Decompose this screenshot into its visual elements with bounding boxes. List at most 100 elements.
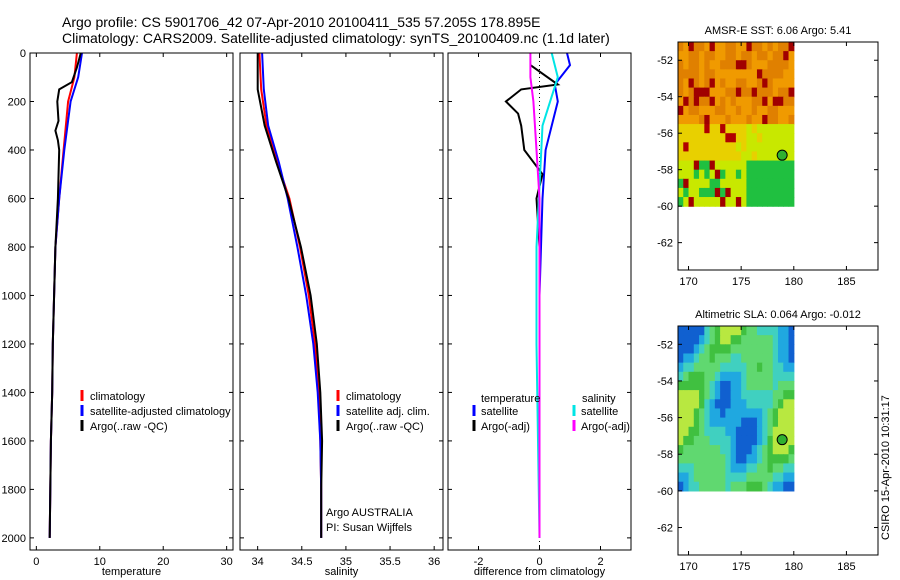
map-cell — [693, 160, 700, 171]
map-cell — [772, 362, 779, 373]
map-cell — [767, 335, 774, 345]
map-cell — [688, 60, 695, 70]
map-cell — [725, 105, 732, 116]
map-cell — [783, 481, 790, 492]
map-cell — [678, 133, 684, 143]
map-cell — [720, 51, 726, 61]
map-cell — [783, 362, 790, 373]
map-cell — [762, 51, 769, 61]
map-cell — [688, 353, 695, 364]
map-cell — [730, 362, 737, 373]
map-cell — [683, 151, 690, 162]
map-cell — [767, 96, 774, 107]
map-cell — [772, 445, 779, 455]
map-cell — [735, 133, 742, 143]
map-cell — [678, 142, 684, 153]
map-cell — [678, 69, 684, 80]
map-cell — [741, 335, 748, 345]
map-cell — [751, 151, 758, 162]
map-cell — [693, 87, 700, 98]
map-cell — [720, 105, 726, 116]
map-cell — [762, 390, 769, 400]
map-cell — [688, 87, 695, 98]
map-cell — [756, 142, 763, 153]
map-frame — [677, 41, 879, 271]
map-cell — [714, 472, 721, 483]
map-cell — [699, 353, 705, 364]
map-cell — [678, 42, 684, 52]
map-cell — [735, 197, 742, 207]
map-cell — [788, 353, 795, 364]
map-cell — [788, 390, 795, 400]
map-cell — [714, 142, 721, 153]
map-cell — [778, 472, 784, 483]
map-cell — [751, 399, 758, 410]
map-cell — [756, 454, 763, 464]
map-cell — [720, 60, 726, 70]
map-cell — [751, 51, 758, 61]
map-cell — [772, 481, 779, 492]
map-cell — [767, 435, 774, 446]
map-cell — [767, 42, 774, 52]
x-tick-label: -2 — [474, 556, 484, 568]
x-tick-label: 170 — [679, 276, 697, 288]
map-cell — [741, 160, 748, 171]
map-cell — [746, 160, 753, 171]
map-cell — [730, 133, 737, 143]
map-cell — [678, 87, 684, 98]
map-cell — [725, 178, 732, 189]
map-cell — [714, 435, 721, 446]
map-cell — [688, 124, 695, 134]
map-cell — [735, 114, 742, 125]
map-cell — [762, 197, 769, 207]
map-cell — [762, 133, 769, 143]
map-cell — [688, 51, 695, 61]
x-tick-label: 180 — [785, 276, 803, 288]
map-cell — [683, 326, 690, 336]
map-cell — [788, 380, 795, 391]
map-cell — [735, 353, 742, 364]
map-cell — [704, 169, 711, 180]
map-cell — [704, 481, 711, 492]
map-cell — [778, 124, 784, 134]
map-cell — [725, 326, 732, 336]
map-cell — [683, 133, 690, 143]
map-cell — [778, 335, 784, 345]
map-cell — [741, 445, 748, 455]
map-cell — [683, 169, 690, 180]
map-cell — [720, 326, 726, 336]
y-tick-label: 200 — [8, 96, 26, 108]
y-tick-label: 800 — [8, 242, 26, 254]
map-cell — [788, 472, 795, 483]
map-cell — [699, 96, 705, 107]
map-cell — [788, 178, 795, 189]
map-cell — [783, 426, 790, 437]
map-cell — [735, 399, 742, 410]
map-cell — [678, 151, 684, 162]
map-cell — [788, 445, 795, 455]
map-cell — [762, 160, 769, 171]
map-cell — [741, 87, 748, 98]
map-cell — [704, 435, 711, 446]
map-cell — [778, 481, 784, 492]
map-cell — [704, 160, 711, 171]
map-cell — [720, 463, 726, 474]
map-cell — [704, 390, 711, 400]
map-cell — [756, 178, 763, 189]
x-axis-label: salinity — [325, 566, 359, 578]
map-cell — [741, 390, 748, 400]
map-cell — [709, 78, 716, 89]
map-cell — [735, 417, 742, 428]
map-cell — [751, 408, 758, 419]
annotation-text: PI: Susan Wijffels — [326, 522, 412, 534]
map-cell — [756, 151, 763, 162]
map-cell — [746, 371, 753, 382]
map-cell — [699, 87, 705, 98]
map-cell — [735, 51, 742, 61]
y-tick-label: 1200 — [2, 339, 26, 351]
x-tick-label: 0 — [33, 556, 39, 568]
map-cell — [693, 96, 700, 107]
map-cell — [714, 87, 721, 98]
map-cell — [725, 42, 732, 52]
map-cell — [741, 69, 748, 80]
